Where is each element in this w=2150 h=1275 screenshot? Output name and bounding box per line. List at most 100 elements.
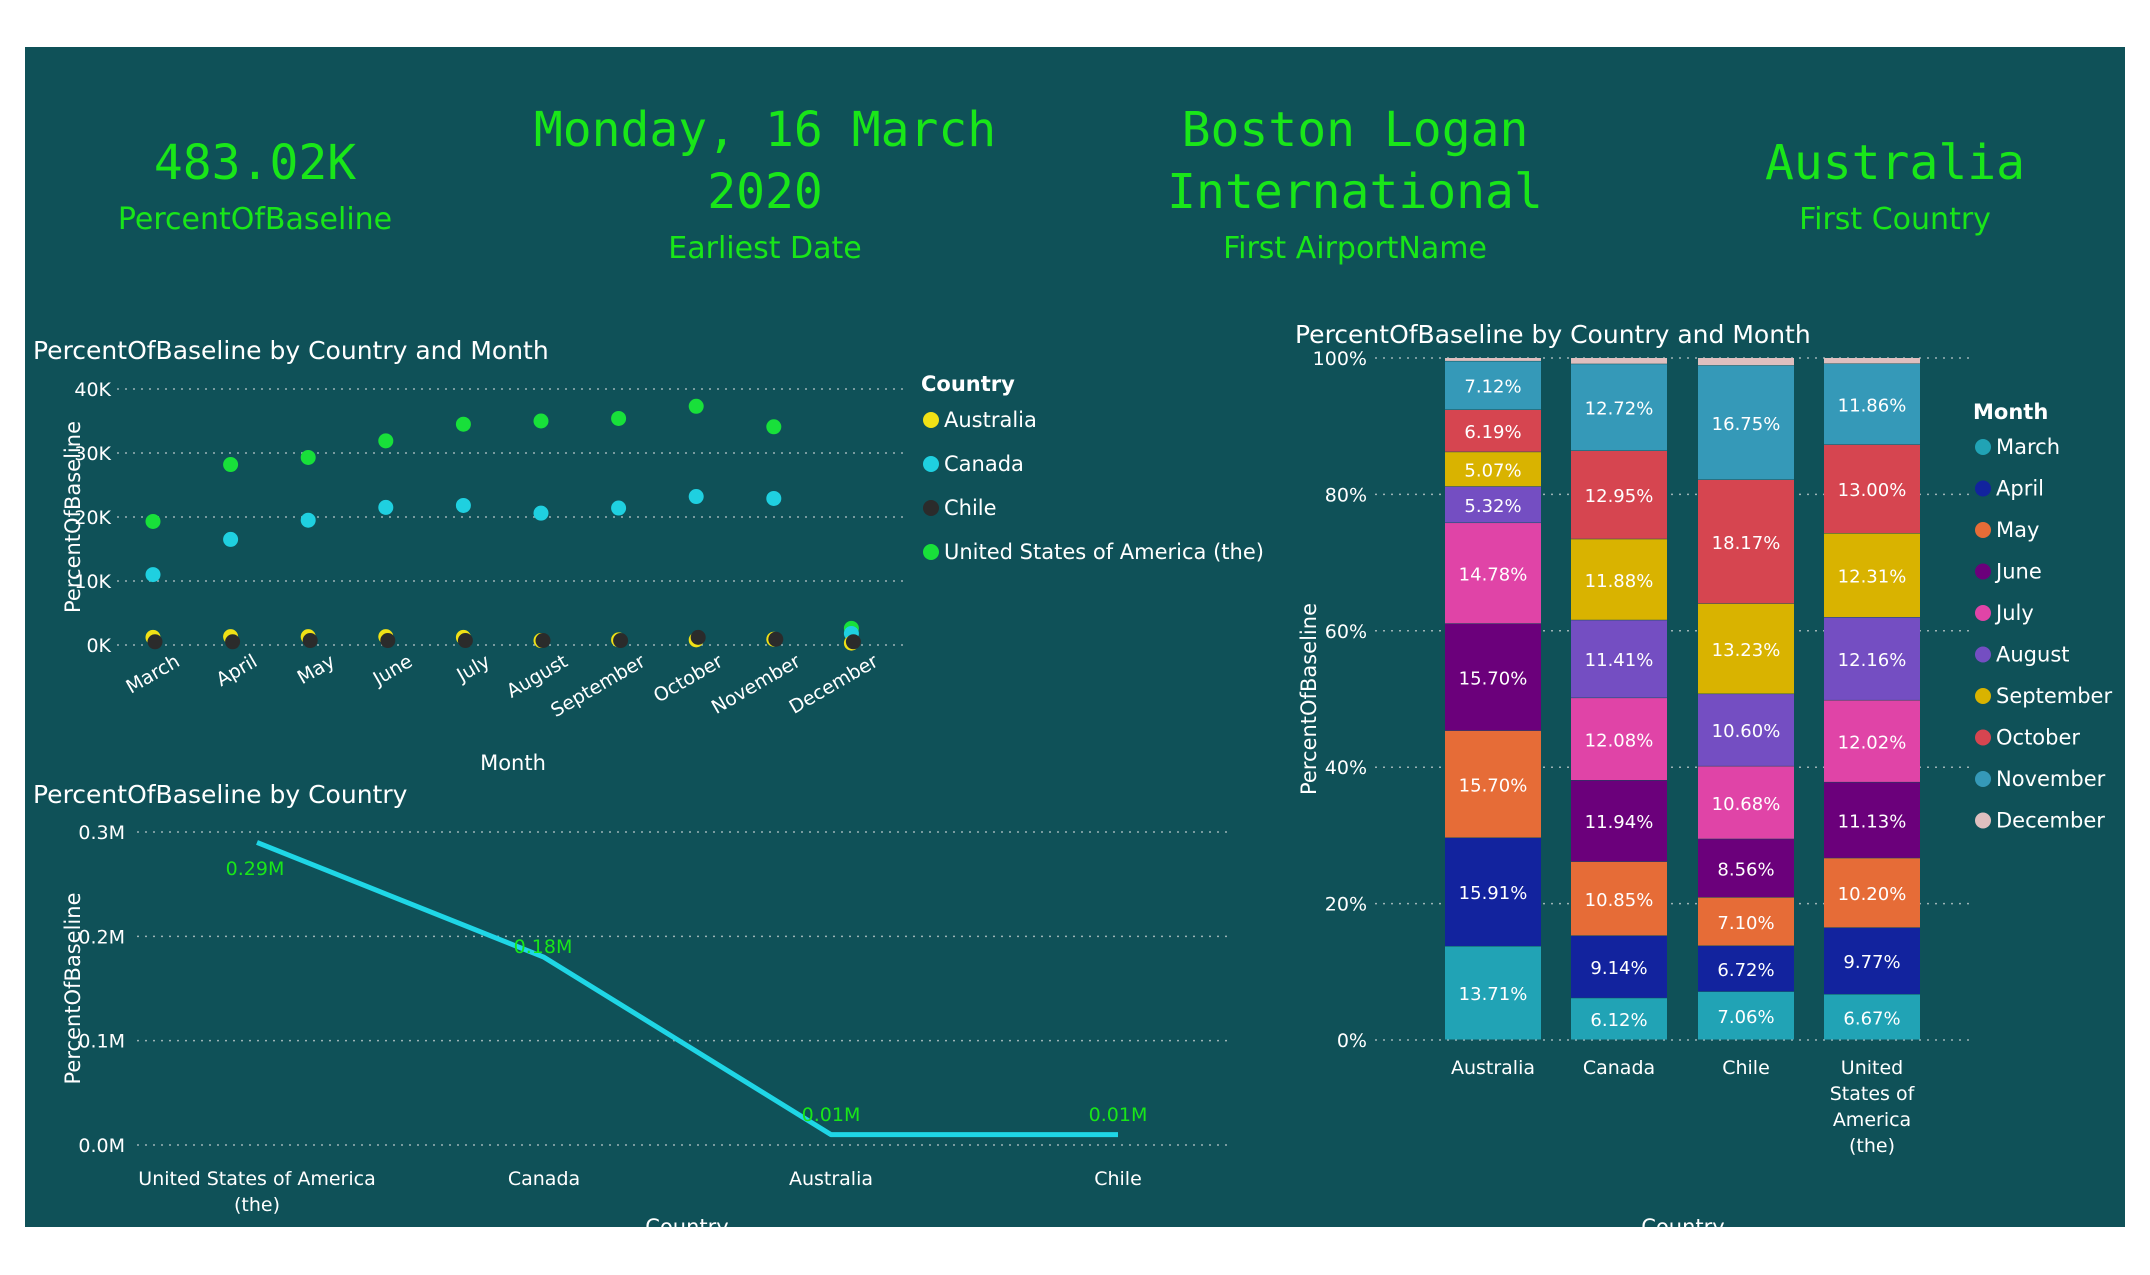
scatter-y-axis-title: PercentOfBaseline xyxy=(61,421,85,613)
scatter-x-tick-label: April xyxy=(212,650,261,691)
scatter-point xyxy=(455,416,471,432)
bar-x-axis-title: Country xyxy=(1641,1215,1724,1227)
kpi-first-airport-line1: Boston Logan xyxy=(1181,102,1529,158)
scatter-point xyxy=(302,633,318,649)
bar-segment xyxy=(1824,858,1920,928)
scatter-x-tick-label: March xyxy=(122,650,183,698)
line-y-tick-label: 0.3M xyxy=(78,822,125,844)
scatter-point xyxy=(223,457,239,473)
bar-segment xyxy=(1698,603,1794,694)
bar-legend-marker xyxy=(1975,646,1991,663)
scatter-point xyxy=(300,512,316,528)
bar-segment xyxy=(1445,361,1541,410)
bar-y-tick-label: 100% xyxy=(1313,348,1367,370)
bar-segment xyxy=(1571,998,1667,1040)
scatter-x-tick-label: July xyxy=(452,650,493,687)
scatter-legend-label: Canada xyxy=(944,452,1024,476)
bar-legend-label: October xyxy=(1996,726,2080,750)
bar-segment xyxy=(1698,766,1794,839)
bar-data-label: 11.13% xyxy=(1838,811,1907,832)
bar-segment xyxy=(1698,365,1794,480)
scatter-legend-marker xyxy=(923,412,939,428)
bar-legend-marker xyxy=(1975,605,1991,621)
bar-data-label: 6.19% xyxy=(1464,422,1521,443)
bar-segment xyxy=(1698,839,1794,898)
scatter-point xyxy=(845,634,861,650)
bar-segment xyxy=(1445,486,1541,523)
line-y-tick-label: 0.1M xyxy=(78,1031,125,1053)
kpi-first-airport-line2: International xyxy=(1167,164,1543,220)
bar-segment xyxy=(1445,358,1541,361)
bar-segment xyxy=(1824,444,1920,534)
bar-legend-marker xyxy=(1975,771,1991,787)
bar-data-label: 12.72% xyxy=(1585,399,1654,420)
bar-legend-marker xyxy=(1975,688,1991,704)
bar-segment xyxy=(1445,623,1541,731)
bar-legend-label: December xyxy=(1996,809,2105,833)
bar-y-tick-label: 60% xyxy=(1325,621,1367,643)
bar-y-tick-label: 80% xyxy=(1325,484,1367,506)
line-data-label: 0.01M xyxy=(1089,1104,1148,1126)
scatter-legend-label: Chile xyxy=(944,496,997,520)
kpi-first-country-value: Australia xyxy=(1764,135,2026,191)
scatter-x-tick-label: December xyxy=(786,650,882,718)
line-data-label: 0.29M xyxy=(226,858,285,880)
scatter-legend-label: United States of America (the) xyxy=(944,540,1264,564)
line-x-tick-label: Canada xyxy=(508,1168,580,1190)
bar-x-tick-label: America xyxy=(1833,1109,1911,1131)
scatter-point xyxy=(766,490,782,506)
scatter-chart[interactable]: PercentOfBaseline by Country and Month 0K… xyxy=(25,277,1275,782)
scatter-point xyxy=(223,531,239,547)
bar-data-label: 14.78% xyxy=(1459,564,1528,585)
bar-legend-marker xyxy=(1975,480,1991,497)
bar-segment xyxy=(1698,946,1794,992)
bar-legend-label: March xyxy=(1996,435,2060,459)
scatter-x-axis-title: Month xyxy=(480,751,546,775)
bar-data-label: 11.88% xyxy=(1585,571,1654,592)
bar-data-label: 13.23% xyxy=(1712,640,1781,661)
stacked-bar-chart[interactable]: PercentOfBaseline by Country and Month 0%… xyxy=(1255,302,2125,1227)
bar-legend-marker xyxy=(1975,563,1991,580)
bar-legend-label: July xyxy=(1994,601,2034,625)
dashboard-canvas: 483.02K PercentOfBaseline Monday, 16 Mar… xyxy=(25,47,2125,1227)
kpi-total-card[interactable]: 483.02K PercentOfBaseline xyxy=(85,132,425,237)
bar-data-label: 6.67% xyxy=(1843,1008,1900,1029)
bar-segment xyxy=(1571,364,1667,451)
bar-data-label: 5.32% xyxy=(1464,496,1521,517)
line-y-tick-label: 0.2M xyxy=(78,926,125,948)
bar-legend-label: November xyxy=(1996,767,2106,791)
bar-segment xyxy=(1824,927,1920,995)
scatter-point xyxy=(611,410,627,426)
kpi-first-airport-card[interactable]: Boston Logan International First Airport… xyxy=(1105,99,1605,266)
bar-legend-marker xyxy=(1975,812,1991,829)
line-chart[interactable]: PercentOfBaseline by Country 0.0M 0.1M 0.2M… xyxy=(25,727,1275,1227)
kpi-first-country-card[interactable]: Australia First Country xyxy=(1725,132,2065,237)
bar-data-label: 7.12% xyxy=(1464,377,1521,398)
scatter-point xyxy=(533,413,549,429)
scatter-y-tick-label: 10K xyxy=(74,571,111,593)
line-data-label: 0.18M xyxy=(514,936,573,958)
bar-x-tick-label: United xyxy=(1841,1057,1903,1079)
scatter-point xyxy=(225,634,241,650)
kpi-earliest-date-card[interactable]: Monday, 16 March 2020 Earliest Date xyxy=(505,99,1025,266)
bar-data-label: 12.08% xyxy=(1585,730,1654,751)
bar-y-axis-title: PercentOfBaseline xyxy=(1297,603,1321,795)
bar-legend-marker xyxy=(1975,522,1991,538)
bar-segment xyxy=(1571,861,1667,936)
scatter-y-tick-label: 40K xyxy=(74,379,111,401)
bar-segment xyxy=(1698,897,1794,946)
bar-segment xyxy=(1824,700,1920,782)
scatter-point xyxy=(147,634,163,650)
bar-x-tick-label: Chile xyxy=(1722,1057,1770,1079)
bar-legend-label: September xyxy=(1996,684,2112,708)
bar-data-label: 7.10% xyxy=(1717,913,1774,934)
bar-segment xyxy=(1571,358,1667,364)
bar-segment xyxy=(1571,539,1667,620)
bar-segment xyxy=(1571,780,1667,862)
bar-data-label: 11.86% xyxy=(1838,395,1907,416)
kpi-earliest-date-line2: 2020 xyxy=(707,164,823,220)
scatter-point xyxy=(145,567,161,583)
kpi-first-country-label: First Country xyxy=(1799,202,1991,237)
bar-segment xyxy=(1445,523,1541,624)
bar-segment xyxy=(1698,358,1794,366)
